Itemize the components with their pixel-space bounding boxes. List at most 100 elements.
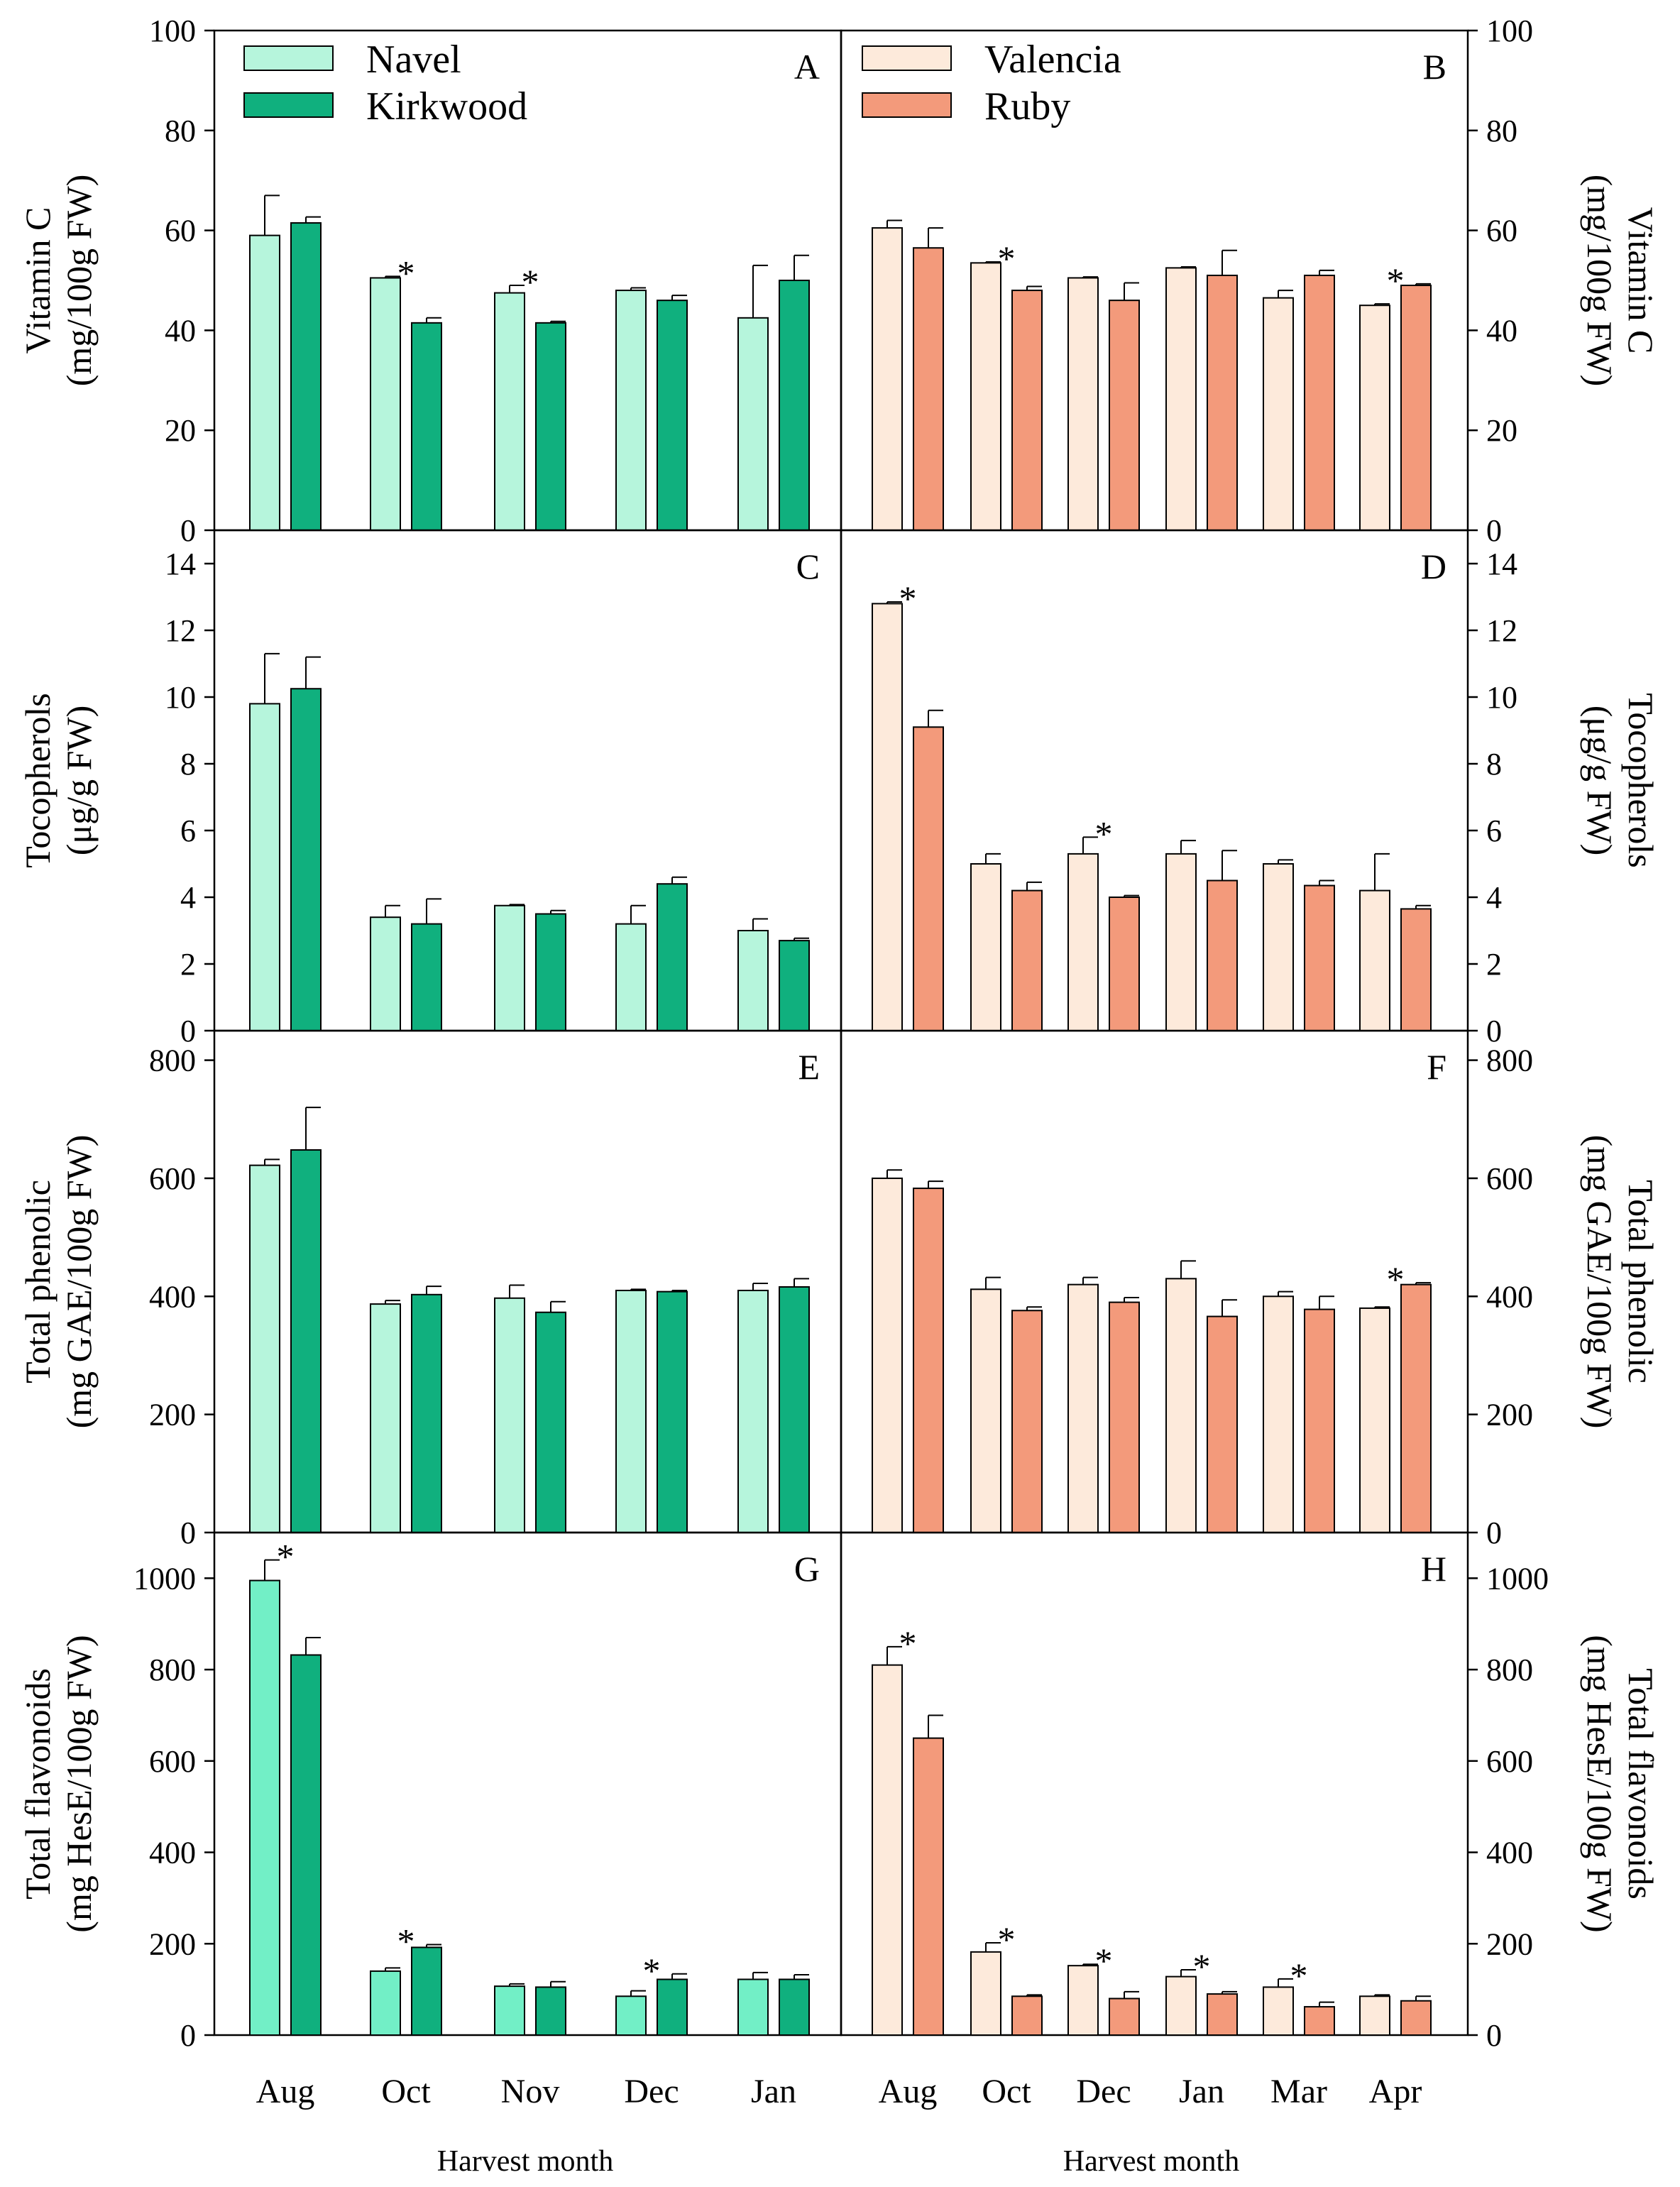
panel-b-bar-ruby-mar — [1304, 274, 1335, 531]
legend-swatch-ruby — [862, 92, 952, 118]
panel-h-bar-ruby-dec — [1109, 1997, 1140, 2036]
panel-g-bar-kirkwood-dec — [657, 1978, 688, 2036]
panel-a-bar-navel-nov — [494, 292, 525, 531]
panel-g-ytick-label-2: 400 — [149, 1836, 196, 1870]
panel-b-ytick-label-4: 80 — [1486, 114, 1517, 148]
panel-g-month-label-dec: Dec — [624, 2073, 679, 2110]
panel-a-significance-star-nov: * — [522, 262, 539, 302]
panel-e-ytick-label-0: 0 — [180, 1515, 196, 1550]
panel-b-significance-star-apr: * — [1387, 261, 1405, 300]
panel-d-bar-ruby-aug — [913, 726, 944, 1032]
panel-b-ytick-label-5: 100 — [1486, 13, 1533, 48]
panel-b-ytick-label-2: 40 — [1486, 313, 1517, 348]
panel-e-bar-kirkwood-oct — [411, 1293, 442, 1533]
panel-a-ytick-label-2: 40 — [165, 313, 196, 348]
panel-g-ytick-label-3: 600 — [149, 1744, 196, 1779]
panel-g-ylabel-line-1: (mg HesE/100g FW) — [59, 1635, 99, 1932]
legend-label-valencia: Valencia — [984, 38, 1121, 82]
panel-g-bar-navel-aug — [249, 1579, 280, 2036]
x-axis-label-right: Harvest month — [1063, 2145, 1239, 2178]
panel-f-ytick-label-3: 600 — [1486, 1161, 1533, 1196]
panel-f-ylabel-line-1: (mg GAE/100g FW) — [1580, 1135, 1620, 1429]
panel-g-bar-kirkwood-aug — [290, 1654, 322, 2037]
panel-h-letter: H — [1421, 1549, 1446, 1589]
panel-a-ytick-label-1: 20 — [165, 413, 196, 448]
panel-g-bar-kirkwood-jan — [779, 1978, 810, 2036]
panel-g-significance-star-aug: * — [277, 1537, 295, 1577]
panel-c-bar-kirkwood-aug — [290, 688, 322, 1031]
panel-c-ylabel-line-1: (μg/g FW) — [59, 706, 99, 856]
panel-b-ytick-label-1: 20 — [1486, 413, 1517, 448]
panel-d-ytick-label-7: 14 — [1486, 547, 1517, 581]
panel-b-bar-valencia-dec — [1067, 277, 1099, 531]
panel-g-significance-star-dec: * — [643, 1951, 661, 1990]
panel-c-bar-kirkwood-nov — [535, 913, 566, 1031]
panel-b-significance-star-oct: * — [998, 239, 1016, 278]
panel-h-bar-valencia-dec — [1067, 1965, 1099, 2036]
panel-d: 0 2 4 6 8 10 12 14 Tocopherols(μg/g FW) D * * — [840, 529, 1661, 1048]
panel-f-bar-ruby-jan — [1207, 1315, 1238, 1533]
panel-h-bar-valencia-mar — [1263, 1986, 1294, 2037]
panel-h-month-label-dec: Dec — [1076, 2073, 1131, 2110]
panel-b-bar-valencia-oct — [970, 262, 1001, 531]
panel-g: 0 200 400 600 800 1000 Total flavonoids(mg Hes… — [18, 1531, 842, 2110]
panel-c-ytick-label-7: 14 — [165, 547, 196, 581]
panel-d-bar-valencia-aug — [872, 603, 903, 1031]
panel-h-ytick-label-5: 1000 — [1486, 1561, 1549, 1596]
panel-h-bar-valencia-apr — [1359, 1995, 1390, 2037]
panel-f-ylabel: Total phenolic(mg GAE/100g FW) — [1580, 1135, 1661, 1429]
panel-a-significance-star-oct: * — [397, 253, 415, 292]
panel-c-ytick-label-1: 2 — [180, 947, 196, 982]
panel-d-bar-ruby-mar — [1304, 884, 1335, 1032]
panel-h-ytick-label-0: 0 — [1486, 2018, 1502, 2053]
panel-d-ytick-label-0: 0 — [1486, 1014, 1502, 1048]
panel-b-letter: B — [1423, 47, 1446, 87]
panel-b-ylabel-line-1: (mg/100g FW) — [1580, 175, 1620, 387]
panel-c-bar-navel-oct — [370, 916, 401, 1031]
panel-h-month-label-mar: Mar — [1270, 2073, 1327, 2110]
panel-c-ytick-label-6: 12 — [165, 613, 196, 648]
panel-h-month-label-aug: Aug — [879, 2073, 938, 2110]
panel-a: 0 20 40 60 80 100 Vitamin C(mg/100g FW) A * * Nave… — [18, 13, 842, 548]
panel-a-ytick-label-3: 60 — [165, 214, 196, 248]
panel-f-bar-ruby-dec — [1109, 1301, 1140, 1534]
panel-h-bar-ruby-apr — [1400, 2000, 1432, 2037]
panel-h-frame — [840, 1531, 1469, 2037]
panel-g-bar-navel-jan — [737, 1978, 769, 2036]
panel-h-month-label-jan: Jan — [1179, 2073, 1224, 2110]
panel-c-bar-kirkwood-oct — [411, 923, 442, 1031]
panel-g-ytick-label-4: 800 — [149, 1652, 196, 1687]
panel-h-significance-star-jan: * — [1193, 1946, 1211, 1986]
panel-b-ytick-label-3: 60 — [1486, 214, 1517, 248]
panel-d-bar-valencia-jan — [1165, 853, 1197, 1032]
panel-f-bar-ruby-aug — [913, 1188, 944, 1533]
panel-g-month-label-aug: Aug — [256, 2073, 315, 2110]
panel-a-bar-kirkwood-dec — [657, 300, 688, 531]
panel-f-bar-valencia-mar — [1263, 1295, 1294, 1533]
panel-a-ylabel-line-0: Vitamin C — [18, 207, 57, 354]
panel-g-bar-navel-dec — [615, 1995, 647, 2037]
panel-b-bar-ruby-apr — [1400, 285, 1432, 531]
panel-b: 0 20 40 60 80 100 Vitamin C(mg/100g FW) B * * Vale… — [840, 13, 1661, 548]
panel-e-bar-navel-aug — [249, 1164, 280, 1533]
panel-d-ytick-label-2: 4 — [1486, 880, 1502, 915]
panel-a-ytick-label-5: 100 — [149, 13, 196, 48]
panel-f-ytick-label-4: 800 — [1486, 1043, 1533, 1078]
panel-h-month-label-oct: Oct — [982, 2073, 1031, 2110]
panel-f-ytick-label-0: 0 — [1486, 1515, 1502, 1550]
legend-swatch-navel — [243, 45, 334, 71]
panel-g-ytick-label-5: 1000 — [133, 1561, 196, 1596]
panel-f-bar-valencia-apr — [1359, 1307, 1390, 1534]
panel-c-bar-kirkwood-jan — [779, 940, 810, 1031]
panel-d-letter: D — [1421, 547, 1446, 586]
panel-d-ytick-label-5: 10 — [1486, 680, 1517, 715]
panel-c: 0 2 4 6 8 10 12 14 Tocopherols(μg/g FW) C — [18, 529, 842, 1048]
panel-a-bar-kirkwood-aug — [290, 222, 322, 531]
panel-c-bar-navel-nov — [494, 904, 525, 1031]
panel-b-bar-ruby-dec — [1109, 300, 1140, 531]
panel-c-bar-navel-dec — [615, 923, 647, 1031]
panel-d-ytick-label-6: 12 — [1486, 613, 1517, 648]
panel-c-ytick-label-5: 10 — [165, 680, 196, 715]
x-axis-label-left: Harvest month — [437, 2145, 613, 2178]
panel-d-ytick-label-1: 2 — [1486, 947, 1502, 982]
